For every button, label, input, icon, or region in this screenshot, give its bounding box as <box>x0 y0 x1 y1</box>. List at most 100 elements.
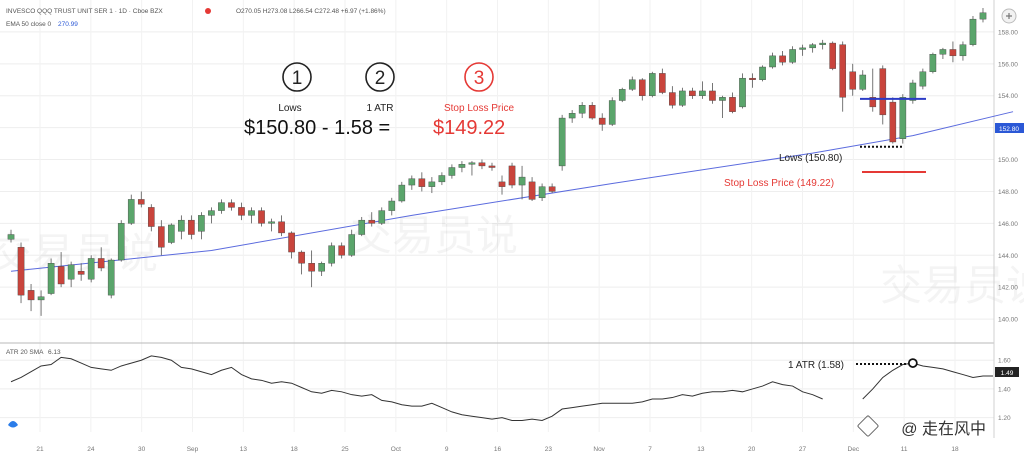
market-status-icon <box>205 8 211 14</box>
atr-tick-label: 1.60 <box>998 358 1011 365</box>
candle <box>779 51 786 66</box>
candle <box>508 162 516 189</box>
candle <box>107 258 115 299</box>
candle <box>669 86 676 109</box>
time-tick-label: 16 <box>494 446 502 453</box>
candle <box>248 207 255 224</box>
price-tag-box <box>995 123 1024 133</box>
candle-body <box>208 210 215 216</box>
candle <box>208 207 215 224</box>
atr-annotation: 1 ATR (1.58) <box>788 360 844 371</box>
candle <box>228 199 235 211</box>
candle-body <box>268 221 275 224</box>
watermark-text: 交易员说 <box>880 261 1024 310</box>
candle <box>137 191 145 208</box>
candle <box>298 250 305 275</box>
lows-annotation: Lows (150.80) <box>779 153 842 164</box>
candle <box>378 207 386 225</box>
candle <box>929 52 937 74</box>
candle-body <box>238 207 245 216</box>
candle <box>649 71 656 98</box>
atr-line <box>10 355 823 422</box>
candle <box>909 79 917 104</box>
candle-body <box>548 186 556 192</box>
candle-body <box>288 232 295 253</box>
candle-body <box>178 219 185 232</box>
candle <box>789 46 796 64</box>
step-2-number: 2 <box>375 68 386 89</box>
candle <box>388 197 396 216</box>
atr-tag-box <box>995 367 1019 377</box>
candle-body <box>97 258 105 269</box>
candle <box>358 216 366 237</box>
candle <box>859 70 867 91</box>
candle <box>268 218 275 232</box>
atr-tick-label: 1.20 <box>998 415 1011 422</box>
candle-body <box>258 210 265 224</box>
time-tick-label: 30 <box>138 446 146 453</box>
time-tick-label: 18 <box>951 446 959 453</box>
candle <box>428 177 436 194</box>
price-tick-label: 148.00 <box>998 189 1018 196</box>
candle <box>528 177 536 202</box>
ema-value: 270.99 <box>58 21 78 28</box>
atr-point-marker <box>907 358 918 368</box>
atr-header-value: 6.13 <box>48 349 61 356</box>
candle-body <box>709 90 716 101</box>
time-tick-label: 13 <box>240 446 248 453</box>
candle <box>959 41 967 61</box>
candle <box>67 261 75 288</box>
candle-body <box>87 258 95 280</box>
candle <box>127 194 135 225</box>
candle-body <box>558 117 566 167</box>
candle <box>498 175 506 195</box>
candle-body <box>859 74 867 90</box>
time-tick-label: Sep <box>187 446 199 453</box>
candle-body <box>618 89 626 101</box>
atr-tag: 1.49 <box>1001 370 1014 377</box>
candle <box>568 110 576 123</box>
candle-body <box>388 200 396 211</box>
candle-body <box>488 165 496 168</box>
stop-loss-label: Stop Loss Price <box>444 103 514 114</box>
candle <box>819 39 826 50</box>
candle <box>608 97 616 127</box>
candle-body <box>218 202 225 211</box>
candle-body <box>799 47 806 50</box>
candle <box>919 68 927 90</box>
candle-body <box>969 18 977 45</box>
candle-body <box>378 210 386 224</box>
step-2-circle <box>365 62 395 92</box>
candle-body <box>849 71 857 90</box>
candle <box>168 223 175 245</box>
candle <box>829 41 836 71</box>
candle-body <box>298 251 305 264</box>
candle-body <box>839 44 847 98</box>
candle <box>979 7 987 23</box>
candle <box>458 161 466 173</box>
candle <box>899 94 907 144</box>
brand-text: @ 走在风中 <box>901 421 986 438</box>
candle <box>47 258 55 296</box>
candle-body <box>478 162 486 167</box>
candle <box>288 231 295 259</box>
time-tick-label: Oct <box>391 446 401 453</box>
candle <box>87 255 95 283</box>
levels <box>860 97 926 173</box>
candle-body <box>468 162 476 165</box>
candle-body <box>719 97 726 101</box>
stop-loss-annotation: Stop Loss Price (149.22) <box>724 178 834 189</box>
candle-body <box>919 71 927 87</box>
candle-body <box>528 181 536 200</box>
candle <box>849 63 857 96</box>
time-tick-label: 20 <box>748 446 756 453</box>
candle-body <box>669 92 676 106</box>
candle-body <box>598 117 606 125</box>
candle <box>178 215 185 240</box>
candle-body <box>588 105 596 119</box>
candle <box>749 73 756 88</box>
candle <box>478 159 486 170</box>
candle-body <box>578 105 586 114</box>
atr-tick-label: 1.40 <box>998 386 1011 393</box>
settings-icon[interactable] <box>1001 8 1017 24</box>
